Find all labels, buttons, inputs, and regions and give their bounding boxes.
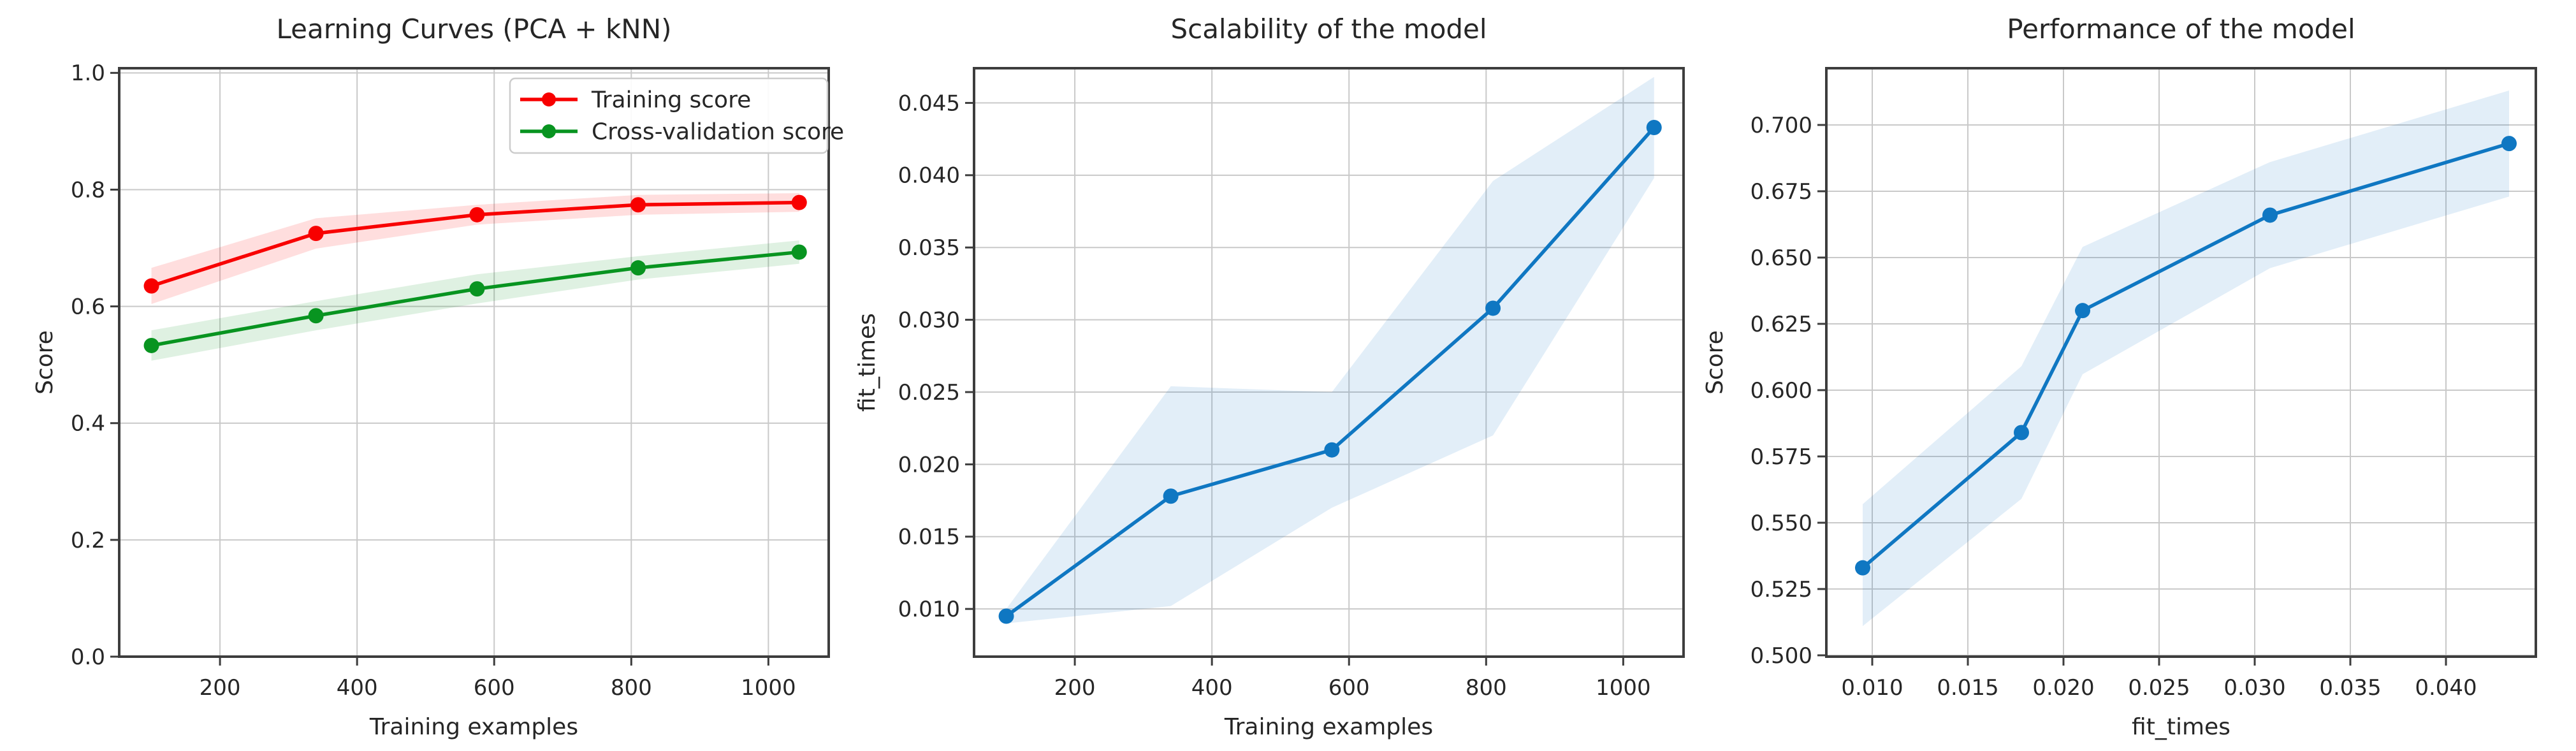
axes-frame — [118, 67, 830, 658]
y-tick-label: 0.8 — [71, 177, 105, 203]
y-axis-label: Score — [1702, 330, 1728, 395]
x-tick-label: 0.020 — [2032, 675, 2094, 701]
y-tick-label: 0.6 — [71, 294, 105, 319]
chart-title: Learning Curves (PCA + kNN) — [276, 13, 671, 45]
data-point-marker — [630, 260, 646, 276]
x-tick-label: 0.035 — [2319, 675, 2381, 701]
legend: Training score Cross-validation score — [509, 77, 844, 154]
data-point-marker — [143, 337, 159, 353]
confidence-band-training-score — [151, 193, 799, 304]
data-point-marker — [469, 207, 485, 222]
x-axis-label: Training examples — [1224, 714, 1433, 740]
y-tick-label: 0.015 — [898, 525, 960, 550]
y-axis-label: Score — [32, 330, 58, 395]
y-tick-label: 0.525 — [1750, 577, 1812, 602]
x-tick-label: 0.030 — [2223, 675, 2285, 701]
data-point-marker — [469, 281, 485, 297]
y-tick-label: 0.2 — [71, 528, 105, 553]
axes-frame — [973, 67, 1685, 658]
legend-box — [509, 77, 829, 154]
data-point-marker — [1646, 119, 1662, 135]
x-tick-label: 600 — [1328, 675, 1370, 701]
y-tick-label: 0.030 — [898, 307, 960, 333]
x-tick-label: 600 — [474, 675, 515, 701]
data-point-marker — [308, 308, 324, 324]
x-tick-label: 1000 — [1596, 675, 1651, 701]
axes-frame — [1825, 67, 2537, 658]
x-tick-label: 0.015 — [1937, 675, 1998, 701]
subplot-performance: 0.010 0.015 0.020 0.025 0.030 0.035 0.040 0.500… — [1702, 13, 2537, 740]
y-tick-label: 0.040 — [898, 163, 960, 189]
data-point-marker — [308, 226, 324, 242]
data-point-marker — [1855, 560, 1870, 576]
legend-marker-dot — [542, 124, 556, 138]
legend-marker-dot — [542, 92, 556, 106]
y-tick-label: 0.010 — [898, 597, 960, 622]
data-point-marker — [1485, 300, 1501, 316]
data-point-marker — [630, 197, 646, 213]
y-tick-label: 0.675 — [1750, 179, 1812, 205]
data-point-marker — [2075, 303, 2090, 319]
subplot-learning-curves: 200 400 600 800 1000 0.0 0.2 0.4 0.6 0.8 1.0 Learni… — [32, 13, 844, 740]
x-tick-label: 200 — [1054, 675, 1096, 701]
y-tick-label: 0.550 — [1750, 511, 1812, 536]
y-tick-label: 0.650 — [1750, 245, 1812, 271]
data-point-marker — [1324, 442, 1340, 458]
y-tick-label: 0.045 — [898, 91, 960, 116]
chart-title: Performance of the model — [2007, 13, 2355, 45]
data-point-marker — [791, 244, 807, 260]
x-tick-label: 0.010 — [1841, 675, 1903, 701]
x-axis-label: fit_times — [2132, 714, 2230, 740]
x-tick-label: 0.025 — [2128, 675, 2190, 701]
data-point-marker — [2014, 425, 2029, 441]
y-tick-label: 0.025 — [898, 380, 960, 405]
legend-item-label: Training score — [591, 87, 751, 113]
chart-title: Scalability of the model — [1170, 13, 1487, 45]
x-tick-label: 800 — [1466, 675, 1507, 701]
data-point-marker — [2262, 207, 2278, 223]
confidence-band-test-score-mean — [1863, 90, 2509, 627]
x-tick-label: 200 — [200, 675, 241, 701]
data-point-marker — [2501, 136, 2517, 152]
x-axis-label: Training examples — [369, 714, 578, 740]
subplot-scalability: 200 400 600 800 1000 0.010 0.015 0.020 0.025 0.03… — [854, 13, 1685, 740]
y-tick-label: 0.700 — [1750, 113, 1812, 138]
y-tick-label: 0.0 — [71, 645, 105, 670]
x-tick-label: 0.040 — [2415, 675, 2477, 701]
y-tick-label: 0.575 — [1750, 444, 1812, 470]
data-point-marker — [1163, 488, 1179, 504]
x-tick-label: 400 — [1191, 675, 1233, 701]
legend-item-label: Cross-validation score — [592, 119, 844, 145]
x-tick-label: 1000 — [741, 675, 796, 701]
data-point-marker — [791, 194, 807, 210]
y-tick-label: 0.625 — [1750, 312, 1812, 337]
y-tick-label: 0.4 — [71, 411, 105, 437]
data-point-marker — [998, 608, 1014, 624]
x-tick-label: 400 — [337, 675, 378, 701]
data-point-marker — [143, 278, 159, 294]
y-tick-label: 1.0 — [71, 61, 105, 86]
y-tick-label: 0.035 — [898, 235, 960, 261]
y-tick-label: 0.020 — [898, 452, 960, 478]
confidence-band-fit-times-mean — [1006, 77, 1654, 623]
x-tick-label: 800 — [611, 675, 652, 701]
y-tick-label: 0.500 — [1750, 643, 1812, 669]
y-tick-label: 0.600 — [1750, 378, 1812, 404]
y-axis-label: fit_times — [854, 313, 880, 412]
